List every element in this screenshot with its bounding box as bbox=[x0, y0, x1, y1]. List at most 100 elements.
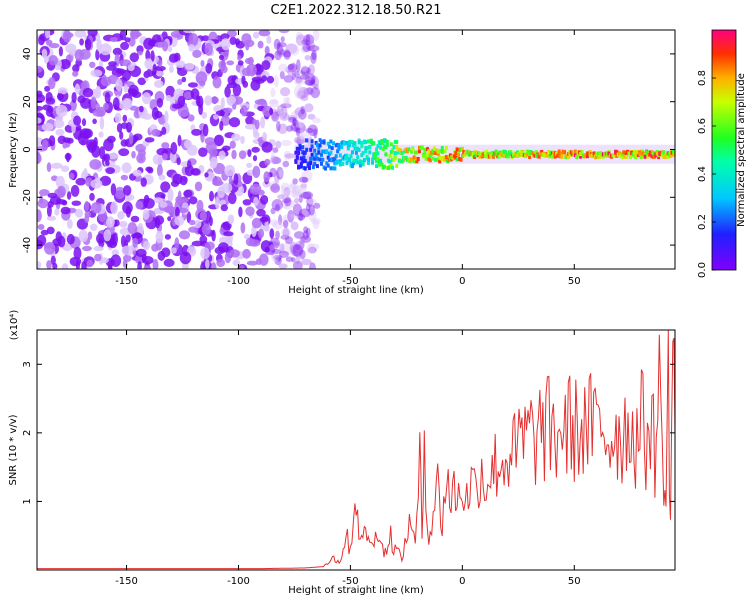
heatmap-cell bbox=[373, 151, 377, 156]
heatmap-cell bbox=[43, 243, 55, 249]
heatmap-cell bbox=[301, 74, 312, 84]
heatmap-cell bbox=[356, 155, 360, 160]
heatmap-cell bbox=[321, 157, 325, 162]
heatmap-cell bbox=[431, 156, 435, 161]
heatmap-cell bbox=[389, 163, 393, 168]
heatmap-axes: -150 -100 -50 0 50 -40 -20 0 20 40 bbox=[22, 30, 675, 287]
heatmap-cell bbox=[74, 30, 87, 38]
heatmap-cell bbox=[247, 56, 254, 66]
heatmap-cell bbox=[109, 36, 118, 43]
heatmap-cell bbox=[283, 97, 289, 104]
heatmap-cell bbox=[282, 198, 291, 204]
heatmap-cell bbox=[375, 164, 378, 169]
snr-panel: -150 -100 -50 0 50 1 2 3 Height of straight lin… bbox=[8, 310, 676, 596]
heatmap-cell bbox=[183, 30, 196, 34]
heatmap-cell bbox=[395, 164, 399, 168]
heatmap-cell bbox=[305, 227, 311, 238]
heatmap-cell bbox=[345, 141, 349, 145]
heatmap-cell bbox=[70, 184, 80, 197]
heatmap-cell bbox=[156, 164, 163, 177]
heatmap-cell bbox=[162, 153, 168, 161]
heatmap-cell bbox=[389, 142, 393, 147]
heatmap-cell bbox=[65, 152, 71, 163]
heatmap-cell bbox=[114, 186, 126, 200]
heatmap-cell bbox=[46, 260, 52, 269]
heatmap-cell bbox=[258, 30, 271, 37]
heatmap-cell bbox=[63, 32, 74, 38]
heatmap-cell bbox=[310, 152, 314, 157]
heatmap-cell bbox=[322, 140, 326, 145]
heatmap-cell bbox=[308, 243, 320, 250]
heatmap-cell bbox=[224, 112, 229, 119]
heatmap-cell bbox=[195, 71, 208, 84]
heatmap-cell bbox=[434, 150, 438, 155]
heatmap-cell bbox=[391, 148, 395, 153]
heatmap-ylabel: Frequency (Hz) bbox=[8, 112, 19, 188]
heatmap-cell bbox=[391, 165, 395, 170]
colorbar-tick-label: 0.6 bbox=[697, 118, 708, 134]
heatmap-cell bbox=[368, 150, 372, 155]
heatmap-cell bbox=[318, 157, 322, 162]
heatmap-cell bbox=[290, 244, 302, 257]
heatmap-cell bbox=[606, 153, 610, 158]
heatmap-cell bbox=[228, 117, 241, 128]
heatmap-cell bbox=[315, 142, 319, 147]
heatmap-cell bbox=[119, 30, 127, 41]
heatmap-cell bbox=[174, 215, 185, 226]
heatmap-cell bbox=[164, 234, 171, 240]
heatmap-cell bbox=[52, 262, 58, 269]
heatmap-cell bbox=[329, 139, 333, 144]
heatmap-cell bbox=[66, 137, 74, 144]
heatmap-cell bbox=[276, 43, 283, 55]
heatmap-cell bbox=[318, 143, 322, 148]
heatmap-cell bbox=[440, 146, 444, 150]
heatmap-cell bbox=[183, 189, 193, 198]
heatmap-cell bbox=[279, 112, 290, 121]
heatmap-cell bbox=[82, 87, 94, 98]
heatmap-cell bbox=[283, 203, 292, 210]
heatmap-cell bbox=[520, 152, 524, 157]
heatmap-cell bbox=[432, 146, 436, 151]
heatmap-cell bbox=[140, 177, 147, 187]
heatmap-cell bbox=[246, 162, 253, 168]
heatmap-cell bbox=[624, 154, 628, 159]
heatmap-cell bbox=[607, 151, 611, 156]
heatmap-cell bbox=[247, 149, 252, 158]
heatmap-cell bbox=[379, 145, 383, 150]
heatmap-cell bbox=[280, 234, 290, 240]
heatmap-cell bbox=[414, 150, 417, 155]
heatmap-cell bbox=[305, 138, 309, 143]
heatmap-cell bbox=[298, 248, 304, 254]
heatmap-cell bbox=[174, 237, 180, 251]
heatmap-cell bbox=[188, 44, 195, 52]
heatmap-cell bbox=[92, 118, 97, 125]
heatmap-cell bbox=[153, 197, 164, 204]
heatmap-cell bbox=[169, 65, 174, 73]
heatmap-cell bbox=[190, 168, 201, 176]
heatmap-cell bbox=[74, 83, 81, 95]
heatmap-cell bbox=[353, 141, 357, 146]
heatmap-cell bbox=[235, 40, 245, 49]
heatmap-cell bbox=[155, 70, 165, 77]
heatmap-cell bbox=[270, 150, 275, 163]
heatmap-cell bbox=[443, 149, 447, 154]
heatmap-cell bbox=[612, 153, 616, 158]
heatmap-cell bbox=[436, 149, 440, 154]
heatmap-cell bbox=[183, 139, 193, 149]
heatmap-cell bbox=[307, 113, 316, 120]
heatmap-ytick-label: 20 bbox=[22, 95, 33, 108]
heatmap-cell bbox=[56, 185, 66, 198]
heatmap-cell bbox=[87, 231, 93, 240]
heatmap-cell bbox=[100, 76, 112, 87]
heatmap-cell bbox=[279, 111, 286, 117]
heatmap-cell bbox=[310, 87, 321, 99]
heatmap-cell bbox=[108, 240, 117, 249]
heatmap-cell bbox=[220, 97, 225, 110]
heatmap-cell bbox=[349, 154, 353, 159]
heatmap-cell bbox=[278, 30, 290, 34]
heatmap-cell bbox=[269, 107, 274, 116]
heatmap-cell bbox=[222, 221, 232, 231]
heatmap-cell bbox=[103, 229, 112, 242]
snr-frame bbox=[36, 329, 676, 571]
